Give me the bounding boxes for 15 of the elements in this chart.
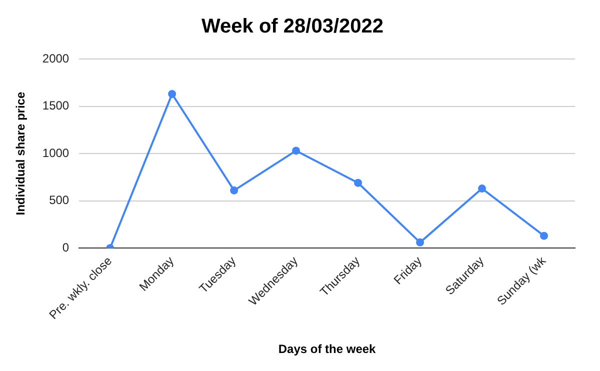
- y-tick-label: 0: [62, 240, 70, 254]
- y-axis-title: Individual share price: [14, 92, 28, 216]
- point: [416, 238, 424, 246]
- point: [540, 232, 548, 240]
- point: [230, 186, 238, 194]
- y-tick-label: 1000: [42, 146, 70, 160]
- point: [292, 146, 300, 155]
- x-axis-title: Days of the week: [278, 342, 376, 356]
- y-tick-label: 500: [49, 193, 70, 208]
- point: [354, 178, 362, 187]
- y-tick-label: 2000: [42, 51, 70, 66]
- point: [478, 184, 486, 193]
- chart-title: Week of 28/03/2022: [202, 16, 384, 38]
- y-tick-label: 1500: [42, 98, 70, 113]
- point: [168, 90, 176, 98]
